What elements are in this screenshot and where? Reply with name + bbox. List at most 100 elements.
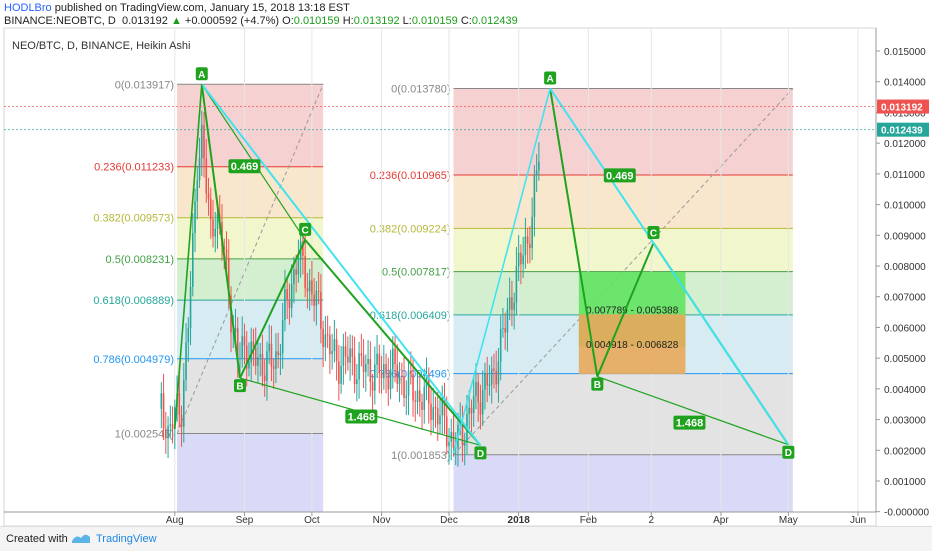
candle bbox=[443, 397, 446, 417]
candle bbox=[266, 351, 268, 381]
target-zone-label: 0.007789 - 0.005388 bbox=[586, 305, 679, 316]
x-tick-label: 2018 bbox=[508, 515, 531, 526]
pattern-leg-bc bbox=[596, 242, 655, 377]
candle bbox=[508, 297, 511, 310]
candle bbox=[360, 353, 363, 356]
pattern-leg-ad bbox=[200, 83, 482, 446]
chart-title: NEO/BTC, D, BINANCE, Heikin Ashi bbox=[12, 40, 191, 52]
candle bbox=[412, 373, 414, 401]
x-tick-label: Apr bbox=[713, 515, 729, 526]
candle bbox=[165, 428, 167, 439]
candle bbox=[423, 387, 426, 410]
candle bbox=[174, 407, 176, 430]
candle bbox=[414, 400, 417, 402]
y-tick-label: 0.009000 bbox=[884, 231, 926, 242]
pattern-leg-ab bbox=[200, 84, 241, 379]
candle bbox=[191, 233, 194, 287]
fib-band bbox=[453, 454, 793, 512]
candle bbox=[418, 390, 421, 402]
price-chart[interactable]: 0(0.013917) 0.236(0.011233) 0.382(0.009573… bbox=[0, 0, 932, 526]
candle bbox=[434, 407, 437, 409]
y-tick-label: 0.001000 bbox=[884, 477, 926, 488]
candle bbox=[421, 401, 423, 410]
candle bbox=[506, 309, 509, 333]
candle bbox=[225, 249, 228, 259]
tradingview-brand[interactable]: TradingView bbox=[96, 533, 157, 545]
pattern-leg-ad bbox=[549, 87, 790, 446]
candle bbox=[358, 353, 360, 380]
candle bbox=[441, 397, 444, 416]
fib-level-label: 1(0.002545) bbox=[115, 429, 174, 441]
candle bbox=[445, 416, 448, 447]
candle bbox=[182, 380, 185, 427]
candle bbox=[342, 346, 345, 366]
fib-level-label: 0.618(0.006409) bbox=[370, 310, 451, 322]
fib-level-label: 0.5(0.007817) bbox=[382, 267, 451, 279]
candle bbox=[207, 193, 210, 199]
candle bbox=[241, 336, 244, 359]
candle bbox=[333, 339, 336, 352]
candle bbox=[223, 246, 226, 250]
y-tick-label: 0.003000 bbox=[884, 416, 926, 427]
candle bbox=[369, 359, 372, 382]
candle bbox=[236, 328, 239, 359]
pattern-point-label: A bbox=[198, 70, 205, 81]
fib-level-label: 0.382(0.009224) bbox=[370, 223, 451, 235]
candle bbox=[317, 290, 320, 292]
x-tick-label: Dec bbox=[440, 515, 458, 526]
candle bbox=[347, 356, 349, 363]
candle bbox=[380, 373, 383, 379]
candle bbox=[257, 356, 259, 366]
tradingview-logo-icon[interactable] bbox=[70, 530, 92, 546]
candle bbox=[520, 252, 522, 265]
fib-level-label: 0.236(0.010965) bbox=[370, 170, 451, 182]
price-badge bbox=[877, 122, 929, 137]
candle bbox=[169, 424, 172, 426]
candle bbox=[162, 393, 165, 429]
candle bbox=[484, 373, 486, 390]
candle bbox=[214, 228, 217, 237]
candle bbox=[365, 364, 367, 373]
fib-level-label: 1(0.001853) bbox=[391, 450, 450, 462]
candle bbox=[522, 255, 524, 265]
candle bbox=[538, 161, 540, 171]
candle bbox=[378, 353, 381, 374]
candle bbox=[374, 364, 376, 391]
candle bbox=[239, 358, 241, 360]
candle bbox=[468, 407, 471, 414]
fib-trend-line bbox=[453, 88, 794, 456]
y-tick-label: 0.006000 bbox=[884, 323, 926, 334]
candle bbox=[205, 158, 208, 194]
candle bbox=[394, 348, 396, 365]
candle bbox=[367, 359, 369, 365]
ratio-label: 0.469 bbox=[231, 161, 259, 173]
y-tick-label: -0.000000 bbox=[884, 508, 929, 519]
candle bbox=[234, 328, 237, 333]
fib-level-label: 0(0.013780) bbox=[391, 84, 450, 96]
y-tick-label: 0.007000 bbox=[884, 293, 926, 304]
candle bbox=[486, 373, 488, 386]
candle bbox=[288, 299, 291, 308]
price-badge-label: 0.012439 bbox=[881, 126, 923, 137]
fib-band bbox=[177, 433, 324, 512]
up-arrow-icon: ▲ bbox=[170, 15, 182, 27]
pattern-point-badge bbox=[591, 377, 604, 391]
candle bbox=[479, 402, 482, 415]
close-label: C: bbox=[460, 15, 472, 27]
candle bbox=[396, 364, 399, 384]
candle bbox=[268, 343, 270, 352]
y-tick-label: 0.008000 bbox=[884, 262, 926, 273]
pattern-point-badge bbox=[233, 379, 246, 393]
pattern-point-badge bbox=[647, 225, 660, 239]
author-link[interactable]: HODLBro bbox=[4, 2, 52, 14]
candle bbox=[526, 236, 529, 244]
candle bbox=[304, 255, 306, 289]
fib-level-label: 0(0.013917) bbox=[115, 79, 174, 91]
candle bbox=[448, 441, 450, 447]
pattern-point-badge bbox=[195, 67, 208, 81]
candle bbox=[329, 335, 331, 355]
x-tick-label: 2 bbox=[648, 515, 654, 526]
pattern-point-badge bbox=[782, 445, 795, 459]
candle bbox=[259, 354, 262, 357]
open-label: O: bbox=[282, 15, 294, 27]
